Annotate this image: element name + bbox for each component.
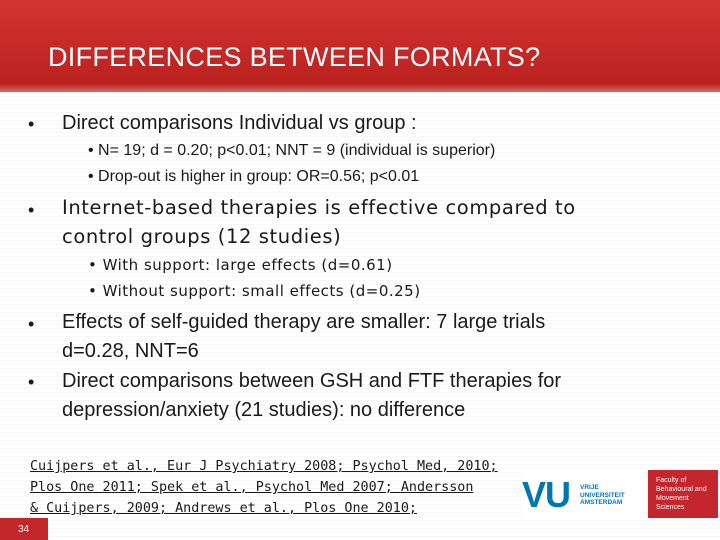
- bullet-dot: •: [28, 200, 35, 220]
- vu-logo-mark: VU: [522, 474, 571, 515]
- reference-line[interactable]: & Cuijpers, 2009; Andrews et al., Plos O…: [30, 501, 417, 516]
- vu-logo-line: AMSTERDAM: [580, 499, 623, 506]
- faculty-logo: Faculty of Behavioural and Movement Scie…: [648, 470, 718, 518]
- sub-bullet-text: Without support: small effects (d=0.25): [102, 282, 421, 300]
- sub-bullet-text: N= 19; d = 0.20; p<0.01; NNT = 9 (indivi…: [98, 142, 496, 159]
- bullet-dot: •: [28, 314, 35, 334]
- references[interactable]: Cuijpers et al., Eur J Psychiatry 2008; …: [30, 456, 510, 519]
- bullet-dot: •: [28, 372, 35, 392]
- reference-line[interactable]: Cuijpers et al., Eur J Psychiatry 2008; …: [30, 459, 498, 474]
- faculty-logo-line: Faculty of: [656, 477, 687, 484]
- bullet-text: Direct comparisons Individual vs group :: [62, 112, 417, 134]
- page-number: 34: [18, 524, 30, 535]
- bullet-text: Direct comparisons between GSH and FTF t…: [62, 370, 562, 392]
- sub-bullet: • Without support: small effects (d=0.25…: [88, 282, 421, 300]
- bullet-text: Internet-based therapies is effective co…: [62, 196, 576, 219]
- bullet-dot: •: [28, 114, 35, 134]
- faculty-logo-text: Faculty of Behavioural and Movement Scie…: [656, 476, 718, 512]
- vu-logo-line: VRIJE: [580, 484, 599, 491]
- vu-logo: VU VRIJE UNIVERSITEIT AMSTERDAM: [522, 470, 644, 518]
- sub-bullet: • Drop-out is higher in group: OR=0.56; …: [88, 168, 420, 185]
- vu-logo-line: UNIVERSITEIT: [580, 491, 625, 499]
- bullet-text: control groups (12 studies): [62, 225, 342, 248]
- reference-line[interactable]: Plos One 2011; Spek et al., Psychol Med …: [30, 480, 474, 495]
- page-number-badge: 34: [0, 518, 48, 540]
- bullet-text: d=0.28, NNT=6: [62, 340, 199, 362]
- sub-bullet: • With support: large effects (d=0.61): [88, 256, 393, 274]
- bullet-text: depression/anxiety (21 studies): no diff…: [62, 399, 466, 421]
- title-bar: DIFFERENCES BETWEEN FORMATS?: [0, 0, 720, 92]
- faculty-logo-line: Behavioural and: [656, 486, 707, 493]
- sub-bullet-text: With support: large effects (d=0.61): [102, 256, 393, 274]
- bullet-text: Effects of self-guided therapy are small…: [62, 311, 546, 333]
- vu-logo-text: VRIJE UNIVERSITEIT AMSTERDAM: [580, 484, 625, 507]
- slide-title: DIFFERENCES BETWEEN FORMATS?: [48, 42, 541, 72]
- sub-bullet: • N= 19; d = 0.20; p<0.01; NNT = 9 (indi…: [88, 142, 496, 159]
- faculty-logo-line: Movement Sciences: [656, 495, 689, 511]
- sub-bullet-text: Drop-out is higher in group: OR=0.56; p<…: [98, 168, 420, 185]
